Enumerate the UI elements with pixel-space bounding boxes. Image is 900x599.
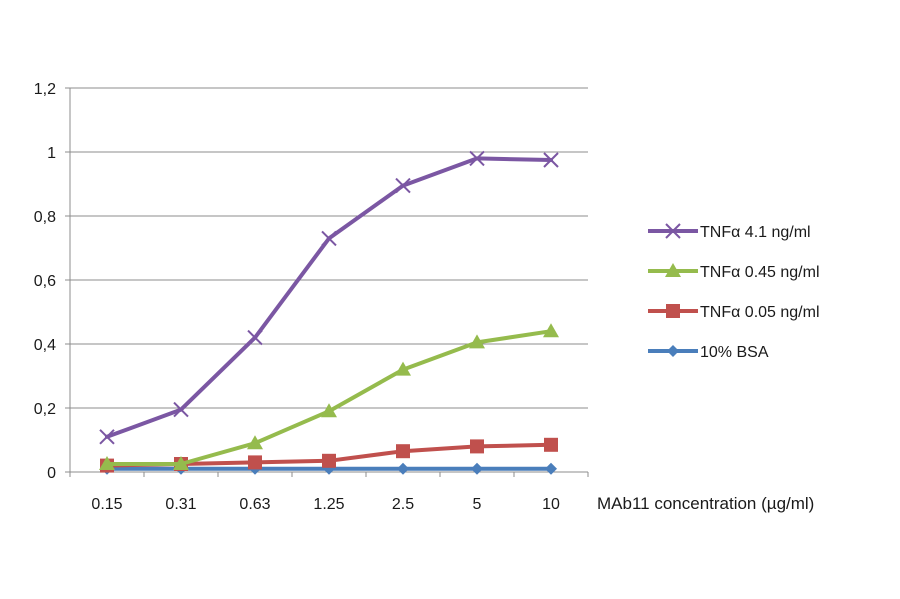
x-tick-label: 1.25	[313, 496, 344, 513]
data-point-triangle	[469, 334, 485, 349]
data-point-square	[322, 453, 336, 468]
legend-item: TNFα 0.45 ng/ml	[648, 263, 820, 281]
x-tick-label: 0.31	[165, 496, 196, 513]
series-line	[105, 156, 553, 439]
data-point-triangle	[395, 361, 411, 376]
legend: TNFα 4.1 ng/ml TNFα 0.45 ng/ml TNFα 0.05 n…	[648, 223, 820, 361]
data-point-square	[396, 444, 410, 459]
axes	[69, 88, 589, 477]
gridlines	[65, 87, 588, 473]
data-point-square	[666, 304, 680, 318]
series-group	[99, 150, 559, 475]
x-tick-label: 2.5	[392, 496, 414, 513]
y-tick-label: 0	[47, 465, 56, 482]
y-tick-label: 0,4	[34, 337, 56, 354]
y-tick-label: 1	[47, 145, 56, 162]
data-point-triangle	[665, 263, 681, 277]
data-point-x	[321, 230, 337, 247]
data-point-triangle	[321, 403, 337, 418]
data-point-x	[247, 329, 263, 346]
legend-label: TNFα 4.1 ng/ml	[700, 224, 811, 241]
data-point-triangle	[247, 435, 263, 450]
x-tick-labels: 0.15 0.31 0.63 1.25 2.5 5 10	[91, 496, 560, 513]
series-1	[99, 323, 559, 470]
data-point-x	[173, 401, 189, 418]
data-point-diamond	[667, 345, 679, 357]
data-point-square	[470, 439, 484, 454]
x-tick-label: 10	[542, 496, 560, 513]
data-point-square	[248, 455, 262, 470]
y-tick-label: 0,2	[34, 401, 56, 418]
legend-label: TNFα 0.45 ng/ml	[700, 264, 820, 281]
legend-item: TNFα 0.05 ng/ml	[648, 304, 820, 321]
data-point-diamond	[397, 462, 409, 475]
data-point-x	[395, 177, 411, 194]
legend-label: TNFα 0.05 ng/ml	[700, 304, 820, 321]
x-tick-label: 0.15	[91, 496, 122, 513]
data-point-triangle	[543, 323, 559, 338]
data-point-x	[665, 223, 681, 239]
legend-label: 10% BSA	[700, 344, 769, 361]
x-tick-label: 0.63	[239, 496, 270, 513]
legend-item: 10% BSA	[648, 344, 769, 361]
data-point-triangle	[173, 456, 189, 470]
series-0	[99, 150, 559, 445]
data-point-x	[543, 152, 559, 168]
data-point-square	[544, 437, 558, 452]
x-tick-label: 5	[473, 496, 482, 513]
y-tick-label: 0,6	[34, 273, 56, 290]
x-axis-label: MAb11 concentration (µg/ml)	[597, 494, 814, 513]
data-point-diamond	[545, 462, 557, 475]
y-tick-label: 1,2	[34, 81, 56, 98]
data-point-x	[99, 429, 115, 445]
y-tick-label: 0,8	[34, 209, 56, 226]
legend-item: TNFα 4.1 ng/ml	[648, 223, 811, 241]
data-point-x	[469, 150, 485, 167]
data-point-diamond	[471, 462, 483, 475]
y-tick-labels: 0 0,2 0,4 0,6 0,8 1 1,2	[34, 81, 56, 482]
data-point-triangle	[99, 456, 115, 470]
series-line	[105, 329, 553, 466]
